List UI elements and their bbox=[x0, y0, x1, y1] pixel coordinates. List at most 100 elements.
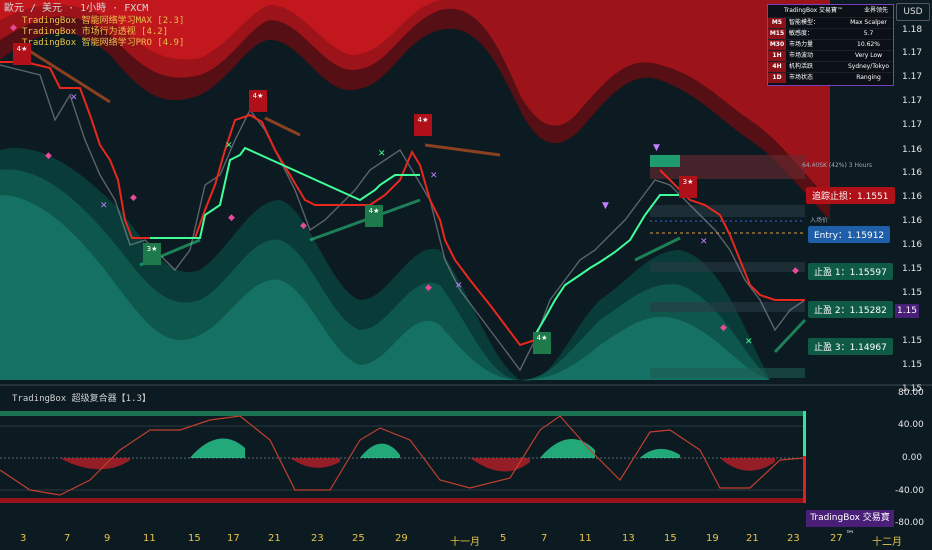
y-tick: 1.17 bbox=[902, 120, 923, 130]
upper-band-core bbox=[0, 0, 480, 60]
table-row: 1H 市场波动 Very Low bbox=[768, 50, 893, 61]
buy-signal[interactable]: 3★ bbox=[143, 243, 161, 265]
table-row: 4H 机构活跃 Sydney/Tokyo bbox=[768, 61, 893, 72]
buy-signal[interactable]: 4★ bbox=[365, 205, 383, 227]
table-title-right: 业界领先 bbox=[863, 7, 888, 14]
indicator-1[interactable]: TradingBox 智能网络学习MAX [2.3] bbox=[22, 16, 185, 26]
indicator-2[interactable]: TradingBox 市场行为透视 [4.2] bbox=[22, 27, 169, 37]
table-row: M15 敏感度： 5.7 bbox=[768, 28, 893, 39]
info-table: TradingBox 交易寶™ 业界领先 M5 智能模型： Max Scalper … bbox=[767, 4, 894, 86]
table-row: 1D 市场状态 Ranging bbox=[768, 72, 893, 83]
tf-cell: M5 bbox=[768, 18, 786, 28]
svg-text:▼: ▼ bbox=[653, 143, 660, 153]
y-tick: 1.17 bbox=[902, 72, 923, 82]
x-tick: 7 bbox=[64, 533, 71, 544]
sub-y-tick: 40.00 bbox=[898, 420, 924, 430]
x-tick: 29 bbox=[395, 533, 408, 544]
tp2-label: 止盈 2：1.15282 bbox=[808, 301, 893, 318]
y-tick: 1.17 bbox=[902, 48, 923, 58]
currency-button[interactable]: USD bbox=[896, 3, 930, 21]
sub-y-tick: 80.00 bbox=[898, 388, 924, 398]
value-cell: Sydney/Tokyo bbox=[847, 63, 890, 70]
subpanel-title[interactable]: TradingBox 超级复合器【1.3】 bbox=[12, 394, 151, 404]
x-tick: 27 bbox=[830, 533, 843, 544]
sell-signal[interactable]: 4★ bbox=[414, 114, 432, 136]
trailing-stop-bull bbox=[150, 146, 420, 239]
x-tick: 15 bbox=[188, 533, 201, 544]
svg-text:◆: ◆ bbox=[10, 23, 17, 33]
value-cell: Ranging bbox=[856, 74, 881, 81]
y-tick: 1.15 bbox=[902, 336, 923, 346]
svg-text:◆: ◆ bbox=[425, 283, 432, 293]
tf-cell: 1H bbox=[768, 51, 786, 61]
x-tick: 5 bbox=[500, 533, 507, 544]
table-title: TradingBox 交易寶™ bbox=[783, 7, 844, 14]
zone-text: 64.40SK (42%) 3 Hours bbox=[802, 162, 873, 169]
x-tick: 9 bbox=[104, 533, 111, 544]
x-tick: 25 bbox=[352, 533, 365, 544]
y-tick: 1.15 bbox=[902, 264, 923, 274]
wedge-7 bbox=[773, 318, 807, 354]
brand-label: TradingBox 交易寶™ bbox=[806, 510, 894, 540]
sell-signal[interactable]: 4★ bbox=[13, 43, 31, 65]
svg-text:✕: ✕ bbox=[225, 141, 233, 151]
x-tick: 15 bbox=[664, 533, 677, 544]
svg-text:◆: ◆ bbox=[720, 323, 727, 333]
name-cell: 敏感度： bbox=[789, 30, 814, 37]
tp1-zone bbox=[650, 262, 805, 272]
x-tick: 十一月 bbox=[450, 537, 480, 548]
y-tick: 1.15 bbox=[902, 360, 923, 370]
y-tick: 1.15 bbox=[902, 384, 923, 394]
value-cell: 10.62% bbox=[857, 41, 880, 48]
tp-zone bbox=[650, 205, 805, 217]
last-bar bbox=[803, 411, 806, 503]
tf-cell: M15 bbox=[768, 29, 786, 39]
trailing-stop-label: 追踪止损：1.1551 bbox=[806, 187, 895, 204]
svg-text:✕: ✕ bbox=[455, 281, 463, 291]
table-row: M30 市场力量 10.62% bbox=[768, 39, 893, 50]
signal-markers: ◆ ✕ ◆ ✕ ◆ ✕ ◆ ◆ ✕ ✕ ◆ ✕ ▼ ▼ ✕ ◆ ◆ ✕ bbox=[10, 23, 799, 347]
x-tick: 21 bbox=[746, 533, 759, 544]
value-cell: Very Low bbox=[854, 52, 883, 59]
tp2-zone bbox=[650, 302, 805, 312]
symbol-title[interactable]: 歐元 / 美元 · 1小時 · FXCM bbox=[4, 3, 149, 14]
y-tick: 1.18 bbox=[902, 25, 923, 35]
indicator-3[interactable]: TradingBox 智能网络学习PRO [4.9] bbox=[22, 38, 185, 48]
x-tick: 19 bbox=[706, 533, 719, 544]
sell-signal[interactable]: 4★ bbox=[249, 90, 267, 112]
wedge-1 bbox=[27, 48, 111, 104]
svg-text:▼: ▼ bbox=[602, 201, 609, 211]
svg-text:◆: ◆ bbox=[300, 221, 307, 231]
x-tick: 23 bbox=[311, 533, 324, 544]
trailing-stop-bull-2 bbox=[534, 194, 680, 336]
name-cell: 市场状态 bbox=[789, 74, 814, 81]
sub-bottom-bar bbox=[0, 498, 805, 503]
tf-cell: 4H bbox=[768, 62, 786, 72]
y-tick: 1.16 bbox=[902, 192, 923, 202]
wedge-6 bbox=[634, 236, 681, 262]
lower-band-core bbox=[0, 195, 770, 380]
name-cell: 智能模型： bbox=[789, 19, 820, 26]
lower-band-mid bbox=[0, 169, 770, 380]
y-tick: 1.16 bbox=[902, 240, 923, 250]
name-cell: 机构活跃 bbox=[789, 63, 814, 70]
current-price-tag: 1.15 bbox=[895, 304, 919, 318]
buy-signal[interactable]: 4★ bbox=[533, 332, 551, 354]
svg-text:✕: ✕ bbox=[70, 93, 78, 103]
svg-text:◆: ◆ bbox=[792, 266, 799, 276]
histogram-bull bbox=[190, 438, 680, 458]
name-cell: 市场波动 bbox=[789, 52, 814, 59]
sell-signal[interactable]: 3★ bbox=[679, 176, 697, 198]
sub-y-tick: -80.00 bbox=[895, 518, 925, 528]
x-tick: 3 bbox=[20, 533, 27, 544]
y-tick: 1.17 bbox=[902, 96, 923, 106]
x-tick: 17 bbox=[227, 533, 240, 544]
wedge-5 bbox=[424, 143, 501, 157]
y-tick: 1.15 bbox=[902, 288, 923, 298]
tf-cell: M30 bbox=[768, 40, 786, 50]
svg-text:✕: ✕ bbox=[100, 201, 108, 211]
sub-top-bar bbox=[0, 411, 805, 416]
tp3-zone bbox=[650, 368, 805, 378]
sub-y-tick: 0.00 bbox=[902, 453, 923, 463]
